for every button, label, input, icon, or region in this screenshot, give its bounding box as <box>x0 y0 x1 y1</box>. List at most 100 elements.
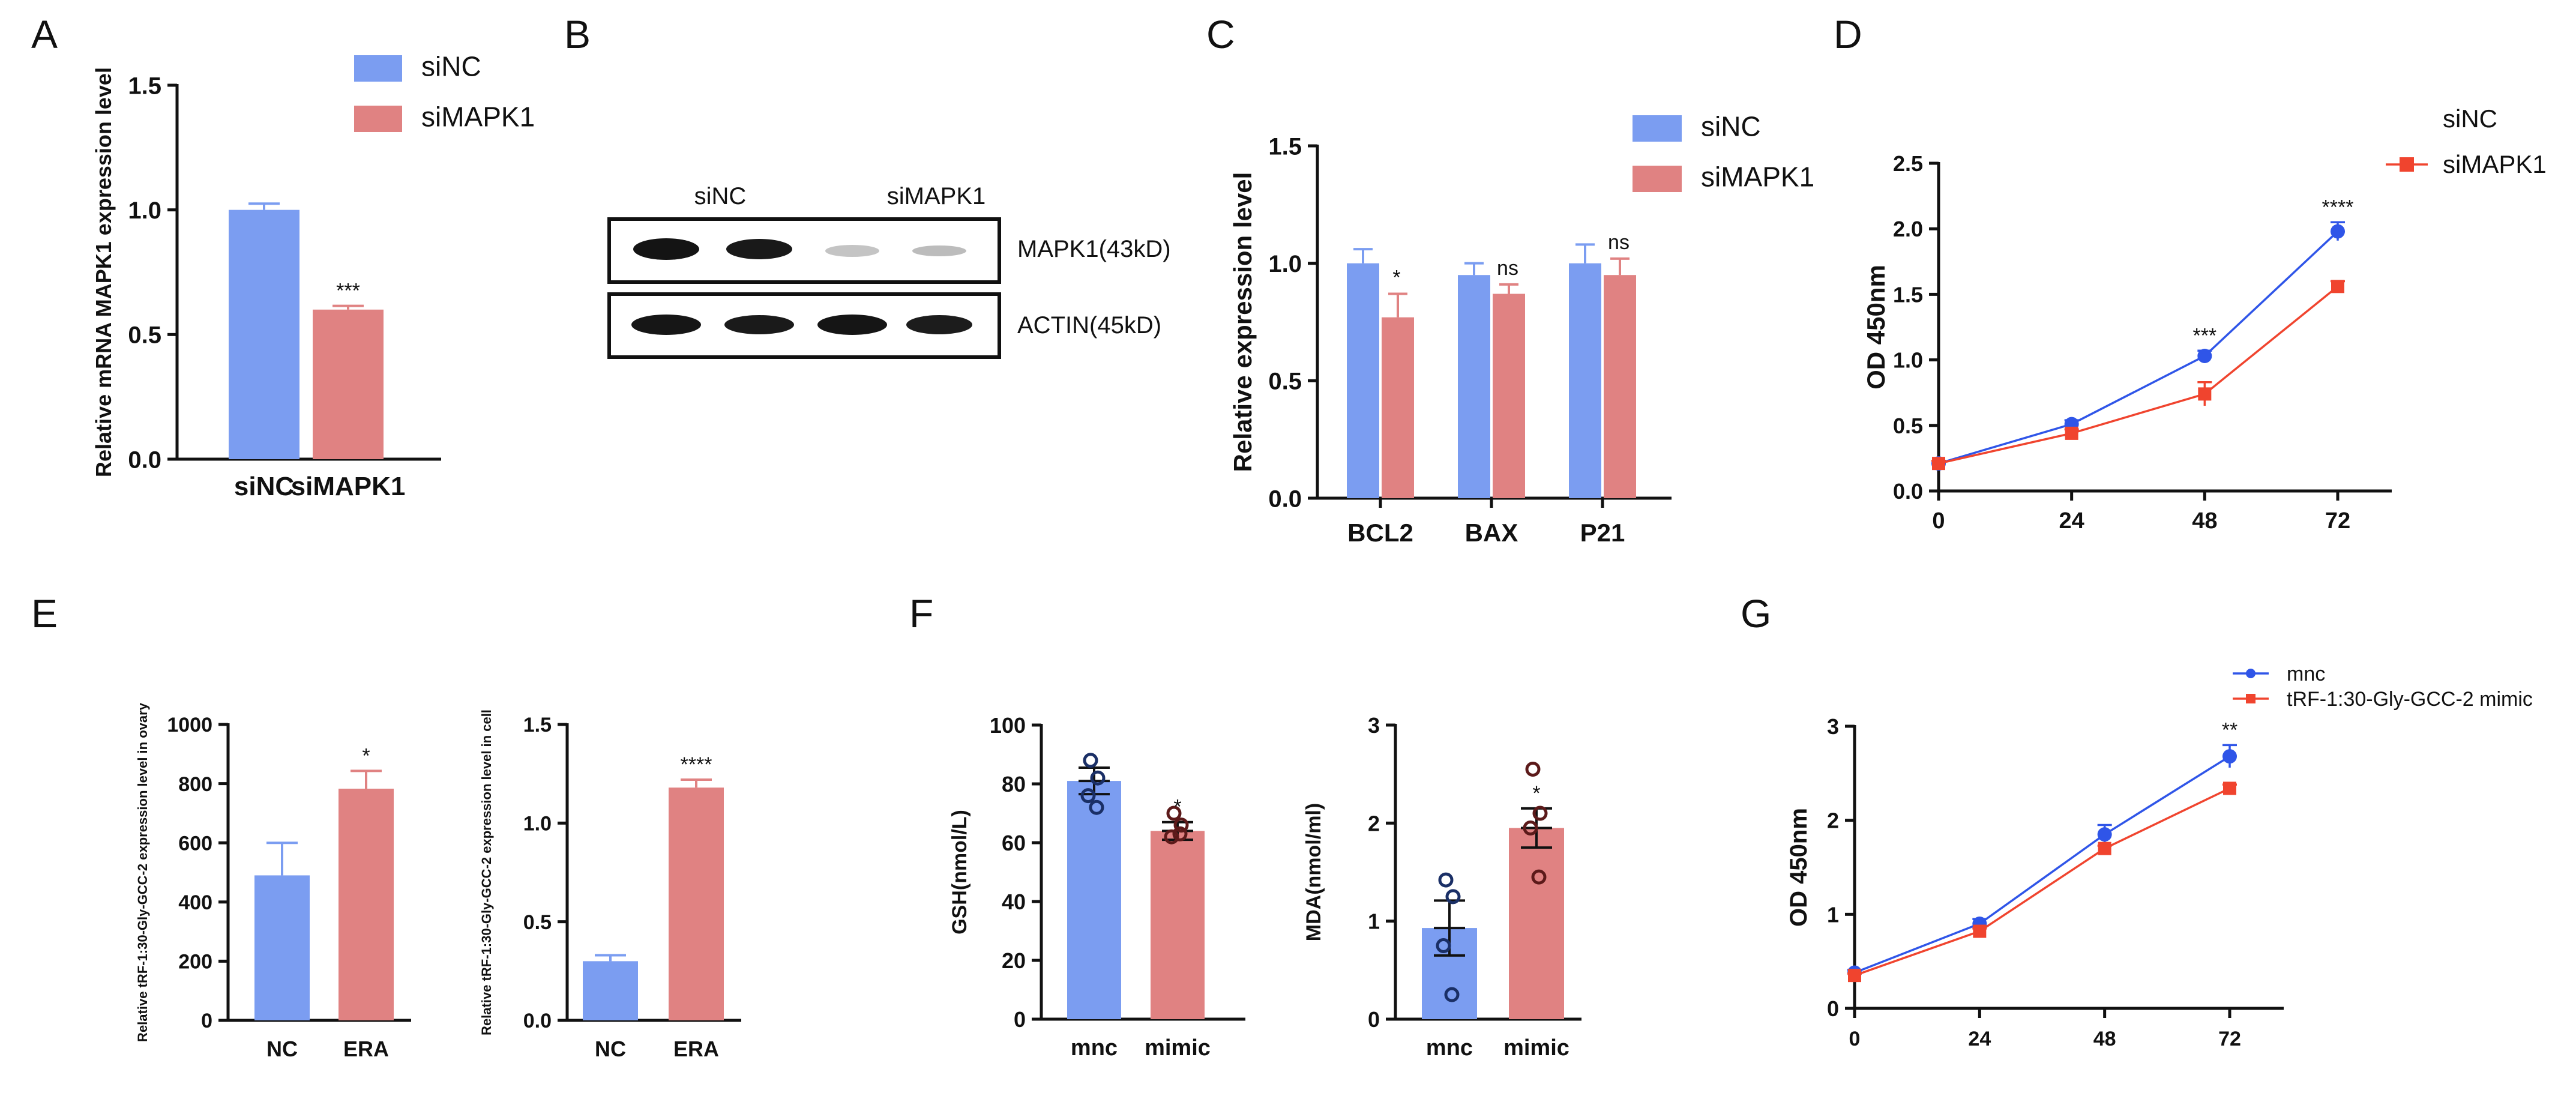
significance-mark: **** <box>2322 196 2354 218</box>
panel-letter-a: A <box>31 12 58 56</box>
y-tick-label: 1.5 <box>1268 133 1302 160</box>
blot-band <box>817 315 887 335</box>
legend-swatch <box>354 106 402 132</box>
y-axis-title: Relative tRF-1:30-Gly-GCC-2 expression l… <box>479 709 494 1035</box>
significance-mark: *** <box>336 280 360 303</box>
bar <box>1067 781 1121 1019</box>
y-tick-label: 600 <box>178 832 212 855</box>
bar <box>229 209 299 459</box>
x-tick-label: 48 <box>2192 508 2217 534</box>
data-point <box>2098 842 2111 855</box>
legend-label: siNC <box>421 50 481 82</box>
blot-band <box>726 239 792 259</box>
legend-label: siMAPK1 <box>1701 161 1814 192</box>
y-axis-title: GSH(nmol/L) <box>948 810 971 935</box>
significance-mark: * <box>362 744 370 767</box>
panel-letter-d: D <box>1834 12 1862 56</box>
data-point <box>1436 938 1451 953</box>
data-point <box>2331 280 2344 294</box>
x-tick-label: siNC <box>234 472 294 501</box>
data-point <box>2223 781 2236 795</box>
chart-a: 0.0 0.5 1.0 1.5 Relative mRNA MAPK1 expressi… <box>91 67 441 501</box>
blot-lane-label-sinc: siNC <box>694 183 747 209</box>
data-point <box>1531 869 1547 885</box>
data-point <box>1090 770 1106 786</box>
legend-label: siMAPK1 <box>421 101 535 132</box>
y-tick-label: 40 <box>1002 890 1026 914</box>
y-tick-label: 60 <box>1002 831 1026 855</box>
blot-band <box>631 315 701 335</box>
y-axis-title: Relative mRNA MAPK1 expression level <box>91 67 116 477</box>
y-tick-label: 0 <box>1368 1007 1380 1032</box>
y-tick-label: 1.0 <box>1893 348 1923 373</box>
significance-mark: * <box>1392 266 1400 289</box>
data-point <box>1438 872 1454 888</box>
y-tick-label: 0 <box>201 1010 212 1032</box>
y-tick-label: 0.0 <box>1893 479 1923 504</box>
x-tick-label: ERA <box>343 1037 389 1061</box>
blot-row-label-actin: ACTIN(45kD) <box>1017 312 1161 339</box>
y-tick-label: 0.5 <box>1268 369 1302 395</box>
bar <box>1569 263 1601 498</box>
legend-label: siNC <box>2443 104 2497 133</box>
significance-mark: ** <box>2222 718 2237 741</box>
legend-swatch <box>1633 166 1682 192</box>
y-axis-title: Relative tRF-1:30-Gly-GCC-2 expression l… <box>135 702 150 1042</box>
panel-letter-b: B <box>564 12 591 56</box>
x-tick-label: ERA <box>673 1037 719 1061</box>
bar <box>339 788 394 1020</box>
y-tick-label: 0 <box>1827 996 1839 1021</box>
x-tick-label: BAX <box>1465 519 1518 547</box>
legend-d: siNC siMAPK1 <box>2386 104 2547 178</box>
y-tick-label: 3 <box>1827 714 1839 739</box>
chart-c: 0.0 0.5 1.0 1.5 Relative expression level BCL… <box>1229 133 1672 547</box>
x-tick-label: 0 <box>1932 508 1945 534</box>
y-axis-title: Relative expression level <box>1229 172 1257 472</box>
data-point <box>2097 827 2112 842</box>
y-tick-label: 1.0 <box>523 813 552 835</box>
legend-swatch <box>354 55 402 82</box>
blot-band <box>724 315 794 334</box>
data-point <box>2222 749 2237 764</box>
data-point <box>2065 426 2078 440</box>
legend-marker <box>2246 694 2256 703</box>
legend-label: mnc <box>2287 663 2325 685</box>
chart-f2: 0 1 2 3 MDA(nmol/ml) mnc mimic * <box>1302 713 1581 1061</box>
x-tick-label: mnc <box>1426 1035 1473 1061</box>
y-tick-label: 0.5 <box>128 322 161 349</box>
x-tick-label: 24 <box>1968 1028 1991 1050</box>
legend-marker <box>2246 669 2256 678</box>
y-tick-label: 1 <box>1827 902 1839 927</box>
y-tick-label: 1.0 <box>1268 251 1302 277</box>
y-axis-title: MDA(nmol/ml) <box>1302 803 1325 941</box>
data-point <box>1172 826 1188 842</box>
data-point <box>1173 817 1189 833</box>
y-tick-label: 2.0 <box>1893 217 1923 241</box>
x-tick-label: mnc <box>1071 1035 1118 1061</box>
panel-letter-g: G <box>1741 591 1771 636</box>
y-tick-label: 200 <box>178 951 212 974</box>
data-point <box>1083 753 1098 768</box>
bar <box>254 875 310 1020</box>
significance-mark: ns <box>1608 231 1630 254</box>
y-tick-label: 1.0 <box>128 197 161 224</box>
y-tick-label: 1.5 <box>523 714 552 736</box>
y-tick-label: 0.0 <box>523 1010 552 1032</box>
y-tick-label: 2 <box>1827 808 1839 833</box>
data-point <box>1164 829 1179 845</box>
y-tick-label: 1000 <box>167 714 212 736</box>
y-tick-label: 1.5 <box>1893 282 1923 307</box>
y-tick-label: 0.0 <box>1268 486 1302 512</box>
blot-band <box>633 238 699 260</box>
x-tick-label: mimic <box>1145 1035 1211 1061</box>
y-tick-label: 2.5 <box>1893 151 1923 176</box>
legend-a: siNC siMAPK1 <box>354 50 535 132</box>
data-point <box>1445 889 1461 905</box>
data-point <box>2198 387 2212 401</box>
legend-label: siMAPK1 <box>2443 150 2547 178</box>
panel-letter-c: C <box>1206 12 1235 56</box>
y-tick-label: 3 <box>1368 713 1380 738</box>
x-tick-label: 72 <box>2218 1028 2241 1050</box>
y-tick-label: 0.5 <box>523 911 552 934</box>
legend-g: mnc tRF-1:30-Gly-GCC-2 mimic <box>2233 663 2533 711</box>
